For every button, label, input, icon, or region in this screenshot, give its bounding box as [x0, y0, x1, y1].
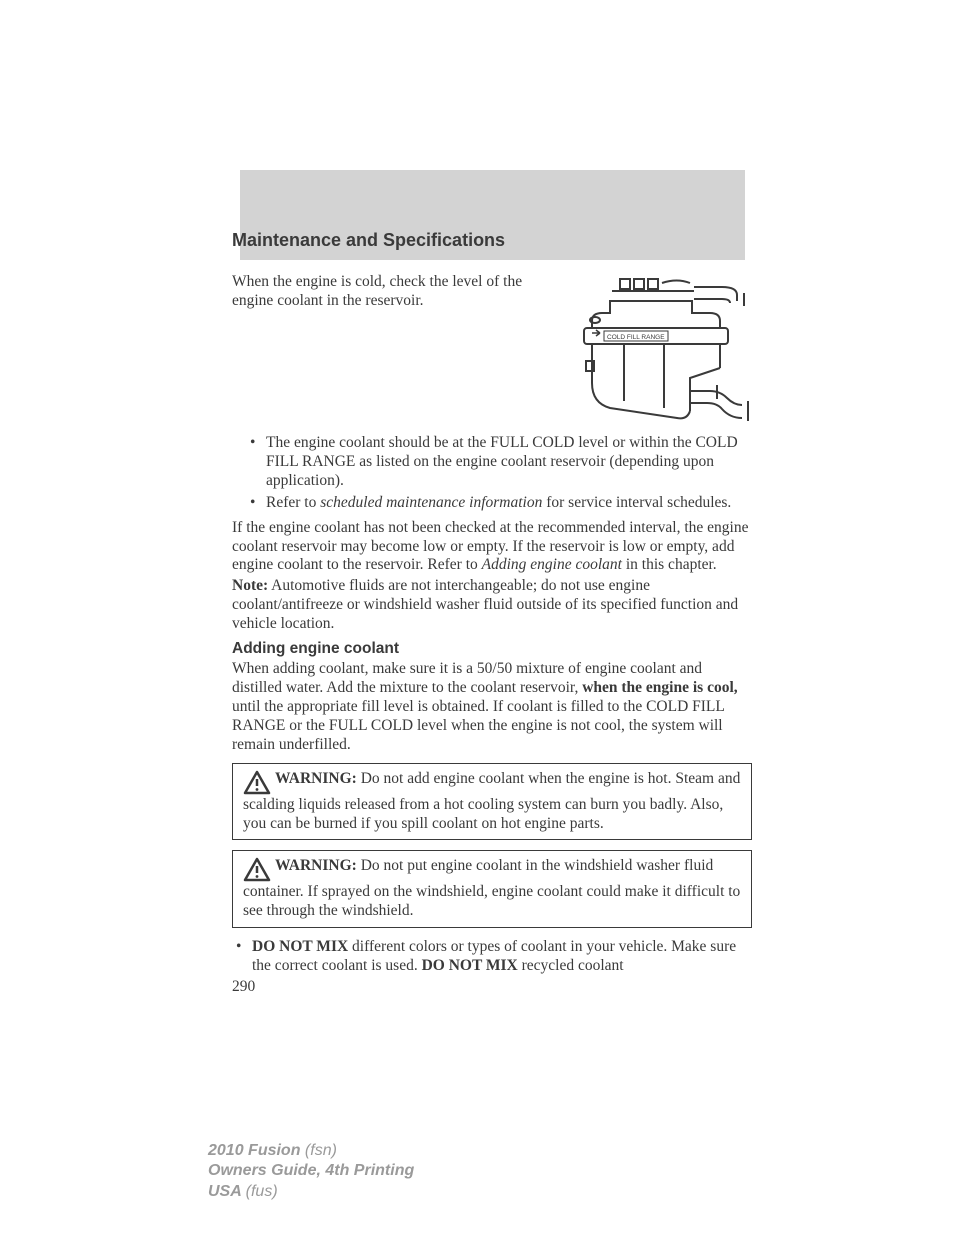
para2-suffix: until the appropriate fill level is obta…	[232, 698, 724, 753]
final-bold1: DO NOT MIX	[252, 938, 348, 955]
footer-line1-italic: (fsn)	[305, 1142, 337, 1159]
warning2-label: WARNING:	[275, 857, 357, 874]
footer: 2010 Fusion (fsn) Owners Guide, 4th Prin…	[208, 1141, 414, 1202]
footer-line3-italic: (fus)	[246, 1183, 278, 1200]
footer-line3: USA (fus)	[208, 1182, 414, 1202]
coolant-bullets: The engine coolant should be at the FULL…	[232, 434, 752, 513]
section-title: Maintenance and Specifications	[232, 230, 752, 251]
bullet2-prefix: Refer to	[266, 494, 320, 511]
coolant-reservoir-icon: COLD FILL RANGE	[562, 273, 752, 438]
final-bullet-item: DO NOT MIX different colors or types of …	[232, 938, 752, 976]
page-number: 290	[232, 978, 752, 996]
warning-triangle-icon	[243, 770, 271, 796]
para2-bold: when the engine is cool,	[582, 679, 737, 696]
final-bold2: DO NOT MIX	[422, 957, 518, 974]
intro-row: When the engine is cold, check the level…	[232, 273, 752, 438]
warning-box-2: WARNING: Do not put engine coolant in th…	[232, 850, 752, 928]
page-content: Maintenance and Specifications When the …	[232, 230, 752, 996]
bullet2-suffix: for service interval schedules.	[542, 494, 731, 511]
subheading-adding-coolant: Adding engine coolant	[232, 640, 752, 658]
note-label: Note:	[232, 577, 268, 594]
warning1-label: WARNING:	[275, 770, 357, 787]
footer-line1-bold: 2010 Fusion	[208, 1142, 305, 1159]
intro-text: When the engine is cold, check the level…	[232, 273, 542, 311]
note-paragraph: Note: Automotive fluids are not intercha…	[232, 577, 752, 634]
bullet-item-2: Refer to scheduled maintenance informati…	[232, 494, 752, 513]
footer-line2: Owners Guide, 4th Printing	[208, 1161, 414, 1181]
paragraph-coolant-check: If the engine coolant has not been check…	[232, 519, 752, 576]
bullet-item-1: The engine coolant should be at the FULL…	[232, 434, 752, 491]
warning-box-1: WARNING: Do not add engine coolant when …	[232, 763, 752, 841]
para1-suffix: in this chapter.	[622, 556, 717, 573]
warning-triangle-icon	[243, 857, 271, 883]
paragraph-adding-coolant: When adding coolant, make sure it is a 5…	[232, 660, 752, 755]
footer-line1: 2010 Fusion (fsn)	[208, 1141, 414, 1161]
note-text: Automotive fluids are not interchangeabl…	[232, 577, 738, 632]
reservoir-label: COLD FILL RANGE	[607, 334, 665, 341]
final-suffix: recycled coolant	[518, 957, 624, 974]
bullet2-italic: scheduled maintenance information	[320, 494, 542, 511]
final-bullet-list: DO NOT MIX different colors or types of …	[232, 938, 752, 976]
para1-italic: Adding engine coolant	[482, 556, 622, 573]
footer-line3-bold: USA	[208, 1183, 246, 1200]
